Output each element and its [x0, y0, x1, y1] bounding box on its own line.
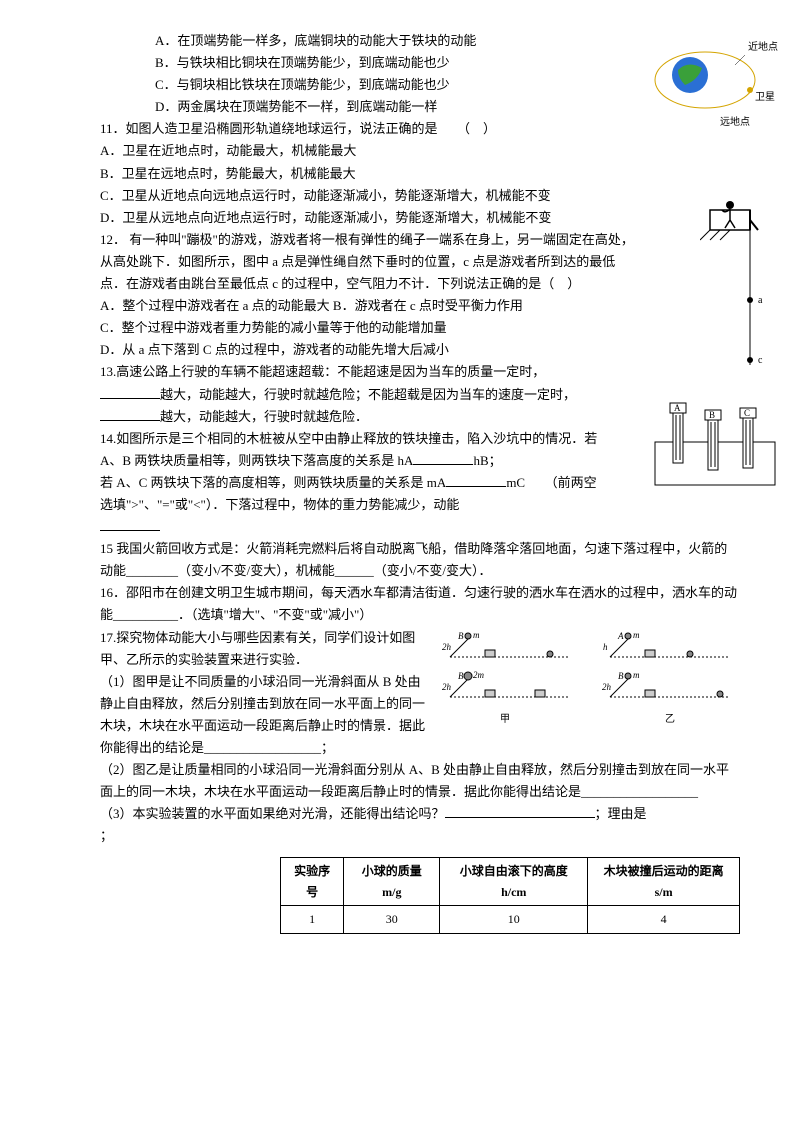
svg-text:甲: 甲 [500, 714, 510, 725]
experiment-figure: B m 2h A m h B [440, 632, 740, 752]
col-num: 实验序号 [281, 858, 344, 906]
svg-text:乙: 乙 [665, 713, 675, 725]
svg-text:h: h [603, 642, 608, 652]
svg-text:B: B [618, 671, 624, 681]
q14-l1: 14.如图所示是三个相同的木桩被从空中由静止释放的铁块撞击，陷入沙坑中的情况．若… [100, 428, 600, 472]
col-height: 小球自由滚下的高度 h/cm [440, 858, 588, 906]
svg-text:B: B [458, 671, 464, 681]
svg-text:A: A [617, 632, 624, 641]
q11-stem: 11．如图人造卫星沿椭圆形轨道绕地球运行，说法正确的是 （ ） [100, 118, 600, 140]
svg-text:2m: 2m [473, 670, 485, 680]
q17-p3: （3）本实验装置的水平面如果绝对光滑，还能得出结论吗？；理由是 [100, 803, 740, 825]
q13-l3: 越大，动能越大，行驶时就越危险． [100, 406, 640, 428]
q17-p3c: ； [100, 825, 740, 847]
svg-text:B: B [709, 410, 715, 420]
q12-stem: 12． 有一种叫"蹦极"的游戏，游戏者将一根有弹性的绳子一端系在身上，另一端固定… [100, 229, 640, 295]
q11-opt-b: B．卫星在远地点时，势能最大，机械能最大 [100, 163, 600, 185]
q12-opt-d: D．从 a 点下落到 C 点的过程中，游戏者的动能先增大后减小 [100, 339, 640, 361]
svg-text:m: m [633, 670, 640, 680]
svg-text:2h: 2h [602, 682, 612, 692]
q17-p2: （2）图乙是让质量相同的小球沿同一光滑斜面分别从 A、B 处由静止自由释放，然后… [100, 759, 740, 803]
svg-text:2h: 2h [442, 682, 452, 692]
q11-opt-c: C．卫星从近地点向远地点运行时，动能逐渐减小，势能逐渐增大，机械能不变 [100, 185, 740, 207]
table-row: 1 30 10 4 [281, 906, 740, 933]
svg-text:B: B [458, 632, 464, 641]
q15: 15 我国火箭回收方式是：火箭消耗完燃料后将自动脱离飞船，借助降落伞落回地面，匀… [100, 538, 740, 582]
svg-text:a: a [758, 295, 763, 306]
svg-text:A: A [674, 403, 681, 413]
earth-orbit-figure: 近地点 远地点 卫星 [650, 30, 780, 130]
svg-text:m: m [633, 632, 640, 640]
q14-l3 [100, 516, 600, 538]
q13-l2: 越大，动能越大，行驶时就越危险；不能超载是因为当车的速度一定时， [100, 384, 640, 406]
q12-opt-c: C．整个过程中游戏者重力势能的减小量等于他的动能增加量 [100, 317, 640, 339]
q11-opt-d: D．卫星从远地点向近地点运行时，动能逐渐减小，势能逐渐增大，机械能不变 [100, 207, 740, 229]
svg-text:c: c [758, 355, 763, 366]
svg-text:卫星: 卫星 [755, 91, 775, 103]
svg-text:m: m [473, 632, 480, 640]
svg-text:2h: 2h [442, 642, 452, 652]
piles-figure: A B C [650, 400, 780, 490]
svg-text:近地点: 近地点 [748, 40, 778, 53]
svg-text:远地点: 远地点 [720, 115, 750, 128]
svg-text:C: C [744, 408, 750, 418]
q14-l2: 若 A、C 两铁块下落的高度相等，则两铁块质量的关系是 mAmC （前两空选填"… [100, 472, 600, 516]
q11-opt-a: A．卫星在近地点时，动能最大，机械能最大 [100, 140, 600, 162]
col-dist: 木块被撞后运动的距离 s/m [588, 858, 740, 906]
q12-opt-ab: A．整个过程中游戏者在 a 点的动能最大 B．游戏者在 c 点时受平衡力作用 [100, 295, 640, 317]
q13-l1: 13.高速公路上行驶的车辆不能超速超载：不能超速是因为当车的质量一定时， [100, 361, 640, 383]
experiment-data-table: 实验序号 小球的质量 m/g 小球自由滚下的高度 h/cm 木块被撞后运动的距离… [280, 857, 740, 933]
col-mass: 小球的质量 m/g [344, 858, 440, 906]
q16: 16．邵阳市在创建文明卫生城市期间，每天洒水车都清洁街道．匀速行驶的洒水车在洒水… [100, 582, 740, 626]
bungee-figure: a c [700, 200, 780, 380]
